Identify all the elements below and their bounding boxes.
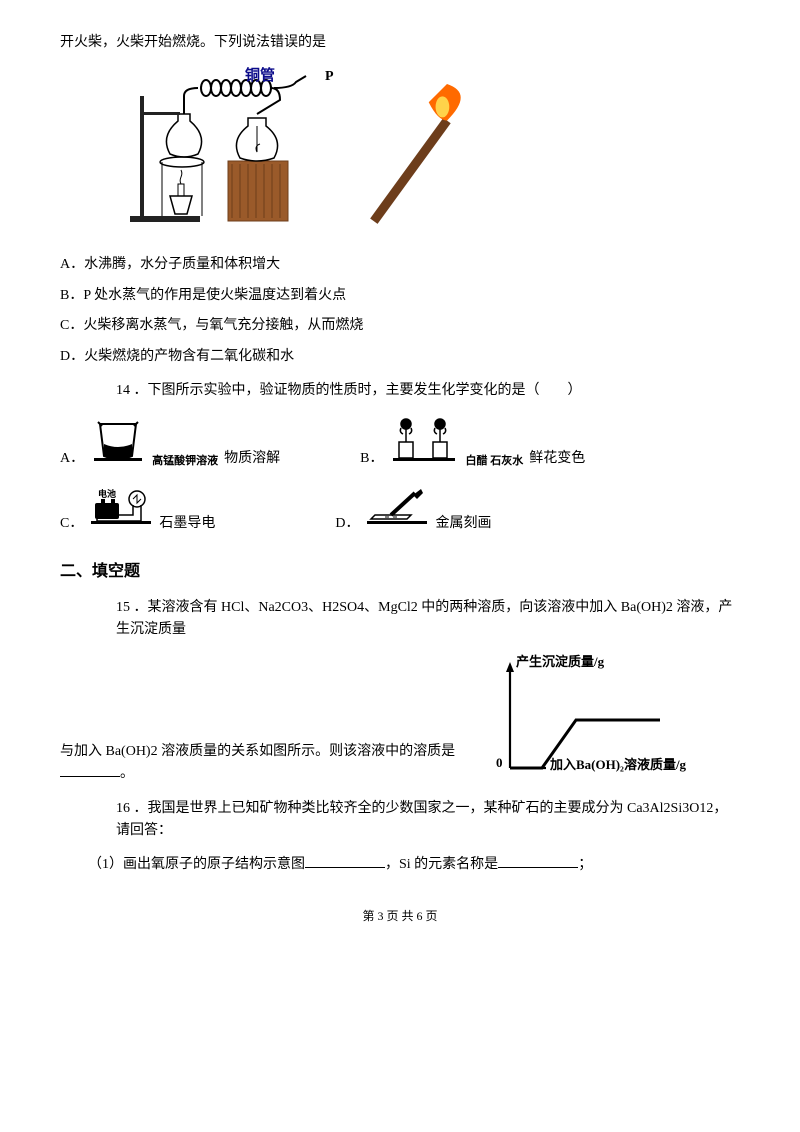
q16-1-b: ，Si 的元素名称是 [385, 857, 498, 872]
q15-stem-b-prefix: 与加入 Ba(OH)2 溶液质量的关系如图所示。则该溶液中的溶质是 [60, 744, 455, 759]
blank-q16-1b [498, 854, 578, 868]
label-d: D． [335, 513, 359, 535]
q16-1: （1）画出氧原子的原子结构示意图 ，Si 的元素名称是 ； [60, 854, 740, 876]
label-copper-tube: 铜管 [245, 64, 275, 88]
q13-continuation: 开火柴，火柴开始燃烧。下列说法错误的是 [60, 32, 740, 54]
q14-option-c: C． 电池 石墨导电 [60, 481, 215, 535]
option-a: A．水沸腾，水分子质量和体积增大 [60, 254, 740, 276]
q14-row-1: A． 高锰酸钾溶液 物质溶解 B． [60, 414, 740, 470]
label-c: C． [60, 513, 83, 535]
chart-x-label: 加入Ba(OH)₂溶液质量/g [550, 755, 686, 776]
option-d: D．火柴燃烧的产物含有二氧化碳和水 [60, 346, 740, 368]
q14-b-text: 鲜花变色 [529, 448, 585, 470]
q16-1-c: ； [578, 857, 592, 872]
q14-row-2: C． 电池 石墨导电 D． 金属刻画 [60, 481, 740, 535]
page-footer: 第 3 页 共 6 页 [60, 907, 740, 926]
apparatus-svg [120, 66, 320, 226]
q14-stem: 14 ．下图所示实验中，验证物质的性质时，主要发生化学变化的是（ ） [60, 380, 740, 402]
q14-b-sub: 白醋 石灰水 [465, 453, 523, 471]
section-2-title: 二、填空题 [60, 559, 740, 585]
q16-1-a: （1）画出氧原子的原子结构示意图 [88, 857, 305, 872]
blank-q16-1a [305, 854, 385, 868]
q14-option-a: A． 高锰酸钾溶液 物质溶解 [60, 418, 280, 470]
flowers-icon [389, 414, 459, 470]
q15-stem-b-suffix: 。 [120, 766, 134, 781]
option-b: B．P 处水蒸气的作用是使火柴温度达到着火点 [60, 285, 740, 307]
q14-option-b: B． 白醋 石灰水 鲜花变色 [360, 414, 585, 470]
blank-q15 [60, 763, 120, 777]
precipitate-chart: 产生沉淀质量/g 0 加入Ba(OH)₂溶液质量/g [480, 656, 740, 786]
label-b: B． [360, 448, 383, 470]
q14-c-text: 石墨导电 [159, 513, 215, 535]
beaker-icon [90, 418, 146, 470]
q14-a-sub: 高锰酸钾溶液 [152, 453, 218, 471]
svg-text:电池: 电池 [98, 488, 116, 499]
battery-bulb-icon: 电池 [89, 481, 153, 535]
q14-a-text: 物质溶解 [224, 448, 280, 470]
q14-option-d: D． 金属刻画 [335, 487, 491, 535]
q16-stem: 16 ．我国是世界上已知矿物种类比较齐全的少数国家之一，某种矿石的主要成分为 C… [60, 798, 740, 843]
chart-origin-label: 0 [496, 753, 503, 774]
match-icon [315, 84, 345, 119]
option-c: C．火柴移离水蒸气，与氧气充分接触，从而燃烧 [60, 315, 740, 337]
label-a: A． [60, 448, 84, 470]
q15-chart-row: 与加入 Ba(OH)2 溶液质量的关系如图所示。则该溶液中的溶质是。 产生沉淀质… [60, 656, 740, 786]
q15-stem-a: 15 ．某溶液含有 HCl、Na2CO3、H2SO4、MgCl2 中的两种溶质，… [60, 597, 740, 642]
figure-apparatus: 铜管 P [120, 66, 320, 246]
chart-y-label: 产生沉淀质量/g [516, 652, 604, 673]
q14-d-text: 金属刻画 [435, 513, 491, 535]
scratch-icon [365, 487, 429, 535]
